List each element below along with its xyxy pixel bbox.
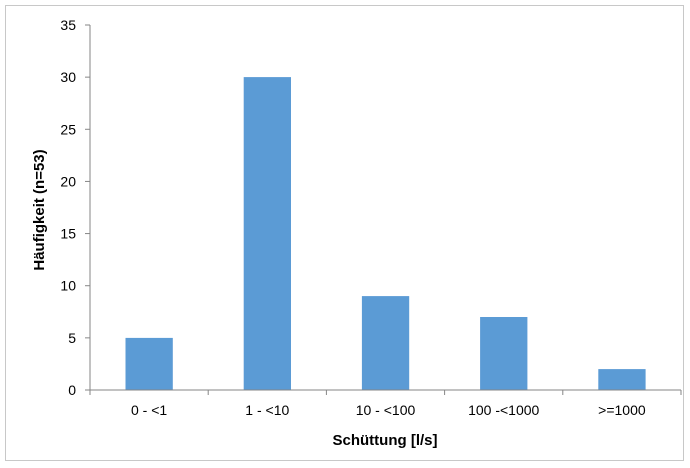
x-tick-label: 1 - <10 (245, 402, 289, 418)
chart-frame (5, 5, 684, 461)
x-axis-title: Schüttung [l/s] (333, 432, 438, 449)
y-tick-label: 25 (60, 121, 76, 137)
y-tick-label: 15 (60, 226, 76, 242)
x-tick-labels: 0 - <1 1 - <10 10 - <100 100 -<1000 >=1000 (131, 402, 646, 418)
axes-group (85, 24, 682, 395)
y-tick-label: 30 (60, 69, 76, 85)
y-axis-title: Häufigkeit (n=53) (31, 149, 48, 270)
y-tick-label: 0 (68, 382, 76, 398)
y-tick-label: 10 (60, 278, 76, 294)
y-tick-label: 5 (68, 330, 76, 346)
bar-1 (243, 77, 291, 390)
x-tick-label: >=1000 (598, 402, 646, 418)
y-tick-labels: 0 5 10 15 20 25 30 35 (60, 17, 76, 398)
y-tick-label: 35 (60, 17, 76, 33)
x-tick-label: 0 - <1 (131, 402, 167, 418)
bar-2 (361, 296, 410, 390)
x-tick-label: 10 - <100 (356, 402, 416, 418)
bars-group (125, 77, 646, 390)
bar-3 (480, 317, 528, 390)
x-tick-label: 100 -<1000 (468, 402, 539, 418)
bar-4 (598, 369, 646, 390)
y-tick-label: 20 (60, 173, 76, 189)
bar-0 (125, 337, 173, 390)
